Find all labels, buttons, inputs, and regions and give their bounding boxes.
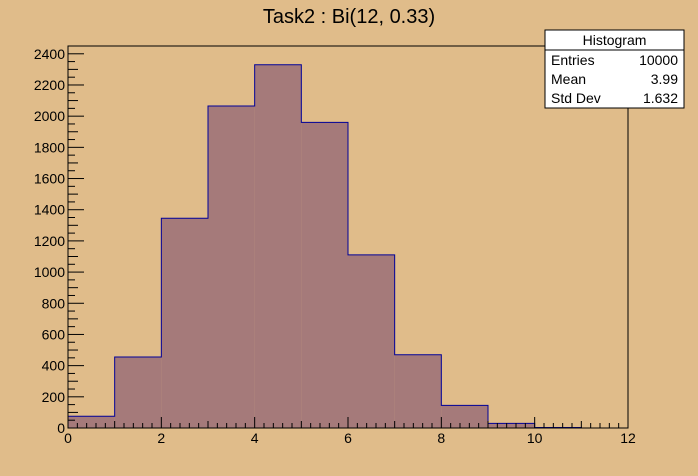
y-tick-label: 1600: [34, 171, 65, 187]
y-axis: 0 200 400 600 800 1000 1200 1400 1600 1800 2000 220…: [34, 45, 84, 436]
y-tick-label: 1800: [34, 139, 65, 155]
x-tick-label: 10: [527, 430, 543, 446]
y-tick-label: 600: [42, 326, 66, 342]
histogram-bar: [208, 106, 255, 429]
histogram-bar: [161, 218, 208, 428]
x-tick-label: 8: [437, 430, 445, 446]
stats-stddev-label: Std Dev: [551, 90, 601, 106]
stats-box-background: [544, 29, 685, 109]
histogram-bars: [67, 64, 628, 429]
y-tick-label: 200: [42, 389, 66, 405]
stats-mean-label: Mean: [551, 71, 586, 87]
chart-title: Task2 : Bi(12, 0.33): [263, 6, 435, 28]
stats-mean-value: 3.99: [651, 71, 678, 87]
y-tick-label: 2400: [34, 46, 65, 62]
histogram-bar: [394, 354, 442, 428]
histogram-bar: [348, 254, 395, 428]
y-tick-label: 2200: [34, 77, 65, 93]
y-tick-label: 800: [42, 295, 66, 311]
x-axis: 0 2 4 6 8 10 12: [64, 417, 636, 446]
y-tick-label: 1000: [34, 264, 65, 280]
x-tick-label: 0: [64, 430, 72, 446]
histogram-bar: [441, 405, 488, 428]
stats-stddev-value: 1.632: [643, 90, 678, 106]
x-tick-label: 4: [251, 430, 259, 446]
stats-entries-label: Entries: [551, 52, 595, 68]
stats-box: Histogram Entries 10000 Mean 3.99 Std De…: [544, 29, 685, 109]
y-tick-label: 400: [42, 358, 66, 374]
stats-entries-value: 10000: [639, 52, 678, 68]
y-tick-label: 2000: [34, 108, 65, 124]
y-tick-label: 1200: [34, 233, 65, 249]
histogram-bar: [114, 357, 162, 428]
y-tick-label: 0: [57, 420, 65, 436]
histogram-bar: [68, 416, 115, 428]
x-tick-label: 12: [620, 430, 636, 446]
histogram-bar: [254, 64, 302, 428]
x-tick-label: 2: [157, 430, 165, 446]
histogram-bar: [301, 122, 348, 429]
y-tick-label: 1400: [34, 202, 65, 218]
stats-box-title: Histogram: [583, 32, 647, 48]
x-tick-label: 6: [344, 430, 352, 446]
histogram-bar: [488, 423, 535, 428]
